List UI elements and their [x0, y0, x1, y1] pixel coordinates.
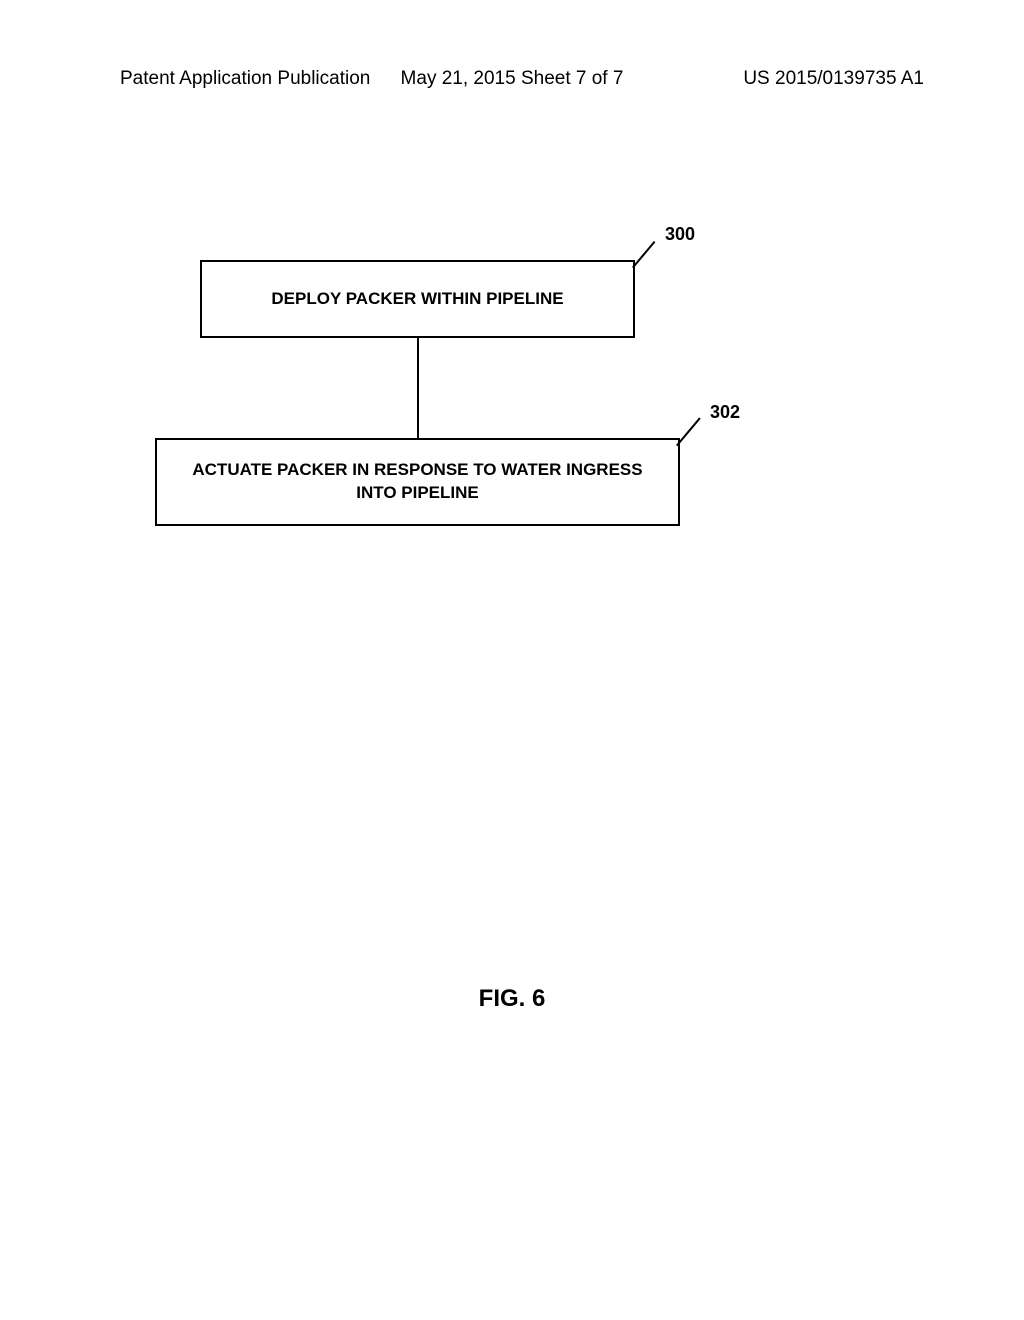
header-pub-number: US 2015/0139735 A1: [743, 68, 924, 90]
flow-connector: [417, 338, 419, 438]
callout-line: [676, 417, 701, 446]
callout-label-302: 302: [710, 402, 740, 423]
flow-box-text: ACTUATE PACKER IN RESPONSE TO WATER INGR…: [177, 459, 658, 505]
flow-box-text: DEPLOY PACKER WITHIN PIPELINE: [271, 288, 563, 311]
page-header: Patent Application Publication May 21, 2…: [0, 68, 1024, 90]
figure-label: FIG. 6: [0, 985, 1024, 1013]
flow-box-actuate: ACTUATE PACKER IN RESPONSE TO WATER INGR…: [155, 438, 680, 526]
header-publication: Patent Application Publication: [120, 68, 370, 90]
callout-line: [632, 241, 655, 268]
callout-label-300: 300: [665, 224, 695, 245]
header-date-sheet: May 21, 2015 Sheet 7 of 7: [401, 68, 624, 90]
flow-box-deploy: DEPLOY PACKER WITHIN PIPELINE: [200, 260, 635, 338]
